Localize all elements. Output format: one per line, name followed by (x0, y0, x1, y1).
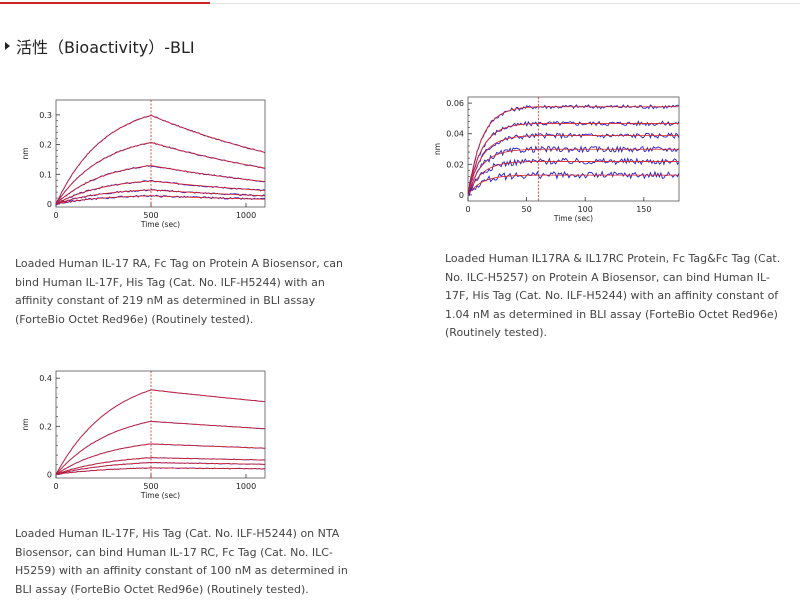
x-axis-title: Time (sec) (140, 491, 180, 500)
bli-chart-il17rc-nta: 0 0.2 0.4 0 500 1000 Time (sec) nm (21, 370, 266, 500)
fit-series-4 (56, 457, 265, 475)
y-tick-label: 0.04 (446, 130, 464, 139)
top-accent-bar (0, 2, 210, 4)
fit-series-2 (56, 142, 265, 205)
fit-series-1 (56, 389, 265, 475)
y-tick-label: 0.2 (39, 141, 52, 150)
x-tick-label: 150 (636, 205, 651, 214)
chart-caption-2: Loaded Human IL17RA & IL17RC Protein, Fc… (445, 252, 781, 339)
x-axis-title: Time (sec) (140, 220, 180, 229)
chart-caption-1: Loaded Human IL-17 RA, Fc Tag on Protein… (15, 257, 343, 326)
series-group (56, 371, 265, 478)
x-tick-label: 50 (522, 205, 532, 214)
triangle-bullet-icon (5, 42, 10, 50)
fit-series-3 (56, 165, 265, 205)
x-tick-label: 1000 (236, 211, 256, 220)
y-tick-label: 0.02 (446, 160, 464, 169)
y-axis-title: nm (21, 147, 30, 159)
y-tick-label: 0 (47, 470, 52, 479)
x-tick-label: 0 (53, 211, 58, 220)
y-tick-label: 0.1 (39, 170, 52, 179)
measured-series-4 (468, 145, 679, 195)
y-tick-label: 0 (47, 200, 52, 209)
fit-series-2 (56, 420, 265, 475)
y-tick-label: 0.06 (446, 99, 464, 108)
fit-series-5 (56, 462, 265, 475)
fit-series-3 (56, 443, 265, 475)
x-axis-title: Time (sec) (553, 214, 593, 223)
x-tick-label: 500 (143, 482, 158, 491)
plot-frame (55, 99, 266, 208)
plot-frame (55, 370, 266, 479)
x-tick-label: 1000 (236, 482, 256, 491)
bli-chart-il17ra-il17rc: 0 0.02 0.04 0.06 0 50 100 150 Time (sec) nm (433, 96, 680, 223)
y-axis-title: nm (433, 143, 442, 155)
bli-chart-il17ra: 0 0.1 0.2 0.3 0 500 1000 Time (sec) nm (21, 99, 266, 229)
x-tick-label: 500 (143, 211, 158, 220)
fit-series-4 (468, 148, 679, 196)
measured-series-3 (468, 132, 679, 197)
fit-series-6 (468, 174, 679, 196)
x-tick-label: 100 (578, 205, 593, 214)
y-tick-label: 0.3 (39, 111, 52, 120)
fit-series-3 (468, 135, 679, 195)
fit-series-6 (56, 467, 265, 475)
y-tick-label: 0.4 (39, 374, 52, 383)
fit-series-2 (468, 123, 679, 195)
chart-caption-3: Loaded Human IL-17F, His Tag (Cat. No. I… (15, 527, 348, 596)
series-group (468, 97, 679, 201)
x-tick-label: 0 (53, 482, 58, 491)
fit-series-4 (56, 180, 265, 205)
section-title-text: 活性（Bioactivity）-BLI (16, 38, 195, 57)
x-tick-label: 0 (465, 205, 470, 214)
fit-series-5 (56, 189, 265, 205)
y-tick-label: 0.2 (39, 422, 52, 431)
section-heading: 活性（Bioactivity）-BLI (5, 34, 195, 58)
fit-series-6 (56, 195, 265, 205)
fit-series-1 (468, 106, 679, 195)
y-tick-label: 0 (459, 191, 464, 200)
measured-series-1 (468, 104, 679, 197)
top-divider (0, 3, 800, 4)
fit-series-1 (56, 115, 265, 205)
series-group (56, 100, 265, 207)
y-axis-title: nm (21, 418, 30, 430)
fit-series-5 (468, 161, 679, 196)
